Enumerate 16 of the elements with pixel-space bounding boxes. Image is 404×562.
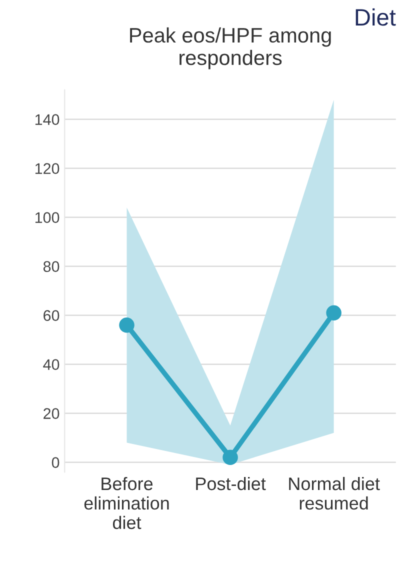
text: Diet	[356, 8, 396, 26]
y-tick-label: 60	[44, 310, 60, 321]
y-tick-label: 20	[44, 408, 60, 419]
y-tick-label: 40	[43, 359, 60, 370]
y-tick-label: 120	[35, 163, 60, 174]
x-tick-label: Before elimination diet	[84, 476, 169, 530]
x-tick-label: Normal diet resumed	[289, 476, 380, 510]
y-tick-label: 140	[35, 114, 60, 126]
point	[119, 317, 134, 333]
point	[326, 305, 342, 320]
point	[222, 450, 238, 466]
chart-title: Peak eos/HPF among responders	[130, 27, 331, 70]
y-tick-label: 0	[52, 457, 60, 468]
x-tick-label: Post-diet	[196, 476, 266, 490]
y-tick-label: 100	[35, 212, 60, 223]
y-tick-label: 80	[43, 261, 60, 272]
